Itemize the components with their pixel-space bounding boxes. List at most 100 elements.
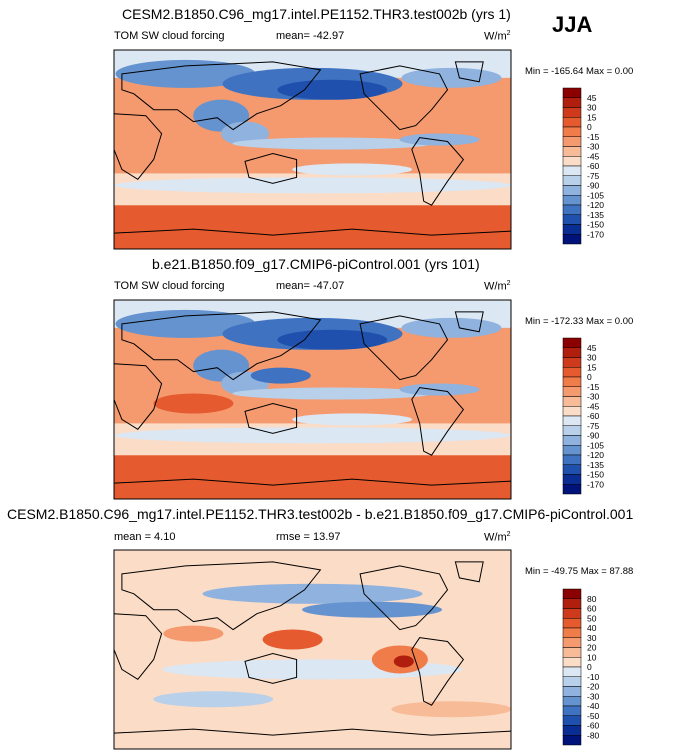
colorbar-tick-label: -45 <box>587 401 600 411</box>
colorbar-box <box>562 87 582 98</box>
coastline <box>244 402 298 434</box>
colorbar-tick-label: -120 <box>587 450 604 460</box>
coastline <box>121 561 322 631</box>
field-blob <box>401 67 502 88</box>
field-blob <box>277 329 388 350</box>
panel-3-units-text: W/m <box>484 531 507 544</box>
colorbar-tick-label: -50 <box>587 711 600 721</box>
colorbar-box <box>562 454 582 465</box>
colorbar-tick-label: -105 <box>587 440 604 450</box>
field-blob <box>393 655 414 668</box>
coastline <box>411 637 465 706</box>
colorbar-tick-label: -60 <box>587 411 600 421</box>
coastline <box>114 728 511 749</box>
field-blob <box>399 383 480 396</box>
panel-3-title: CESM2.B1850.C96_mg17.intel.PE1152.THR3.t… <box>7 506 634 522</box>
panel-2-title: b.e21.B1850.f09_g17.CMIP6-piControl.001 … <box>152 256 480 272</box>
panel-3-units: W/m2 <box>484 531 511 544</box>
colorbar-tick-label: 20 <box>587 643 597 653</box>
colorbar-box <box>562 234 582 245</box>
colorbar-tick-label: 30 <box>587 103 597 113</box>
panel-1-mean: mean= -42.97 <box>276 30 345 42</box>
colorbar-box <box>562 224 582 235</box>
coastline <box>454 61 484 83</box>
coastline <box>114 613 163 680</box>
colorbar-tick-label: 0 <box>587 372 592 382</box>
panel-3-mean: mean = 4.10 <box>114 531 176 543</box>
colorbar-tick-label: -15 <box>587 382 600 392</box>
colorbar-tick-label: 45 <box>587 343 597 353</box>
colorbar-box <box>562 735 582 746</box>
colorbar-box <box>562 715 582 726</box>
colorbar-box <box>562 117 582 128</box>
panel-3-map <box>113 549 512 750</box>
colorbar-box <box>562 406 582 417</box>
colorbar-box <box>562 126 582 137</box>
panel-1-colorbar: 4530150-15-30-45-60-75-90-105-120-135-15… <box>562 87 604 245</box>
colorbar-box <box>562 376 582 387</box>
field-blob <box>302 601 443 618</box>
colorbar-box <box>562 445 582 456</box>
panel-1-variable: TOM SW cloud forcing <box>114 30 225 42</box>
colorbar-box <box>562 696 582 707</box>
colorbar-tick-label: -170 <box>587 479 604 489</box>
colorbar-box <box>562 386 582 397</box>
colorbar-tick-label: -75 <box>587 421 600 431</box>
colorbar-tick-label: -135 <box>587 210 604 220</box>
field-blob <box>292 413 413 426</box>
colorbar-box <box>562 156 582 167</box>
colorbar-box <box>562 647 582 658</box>
coastline <box>244 152 298 184</box>
colorbar-tick-label: 80 <box>587 594 597 604</box>
colorbar-tick-label: -120 <box>587 200 604 210</box>
colorbar-box <box>562 175 582 186</box>
colorbar-tick-label: -90 <box>587 181 600 191</box>
coastline <box>359 565 449 631</box>
field-blob <box>115 59 256 88</box>
panel-2-map <box>113 299 512 500</box>
panel-2-units-text: W/m <box>484 280 507 293</box>
colorbar-box <box>562 347 582 358</box>
field-blob <box>153 393 234 414</box>
colorbar-tick-label: -150 <box>587 220 604 230</box>
field-blob <box>202 583 423 604</box>
panel-1-map <box>113 49 512 250</box>
colorbar-tick-label: -60 <box>587 721 600 731</box>
colorbar-tick-label: 0 <box>587 122 592 132</box>
colorbar-tick-label: 15 <box>587 112 597 122</box>
panel-2-variable: TOM SW cloud forcing <box>114 280 225 292</box>
season-label: JJA <box>552 12 593 37</box>
panel-3-rmse: rmse = 13.97 <box>276 531 341 543</box>
panel-3-minmax: Min = -49.75 Max = 87.88 <box>525 566 634 577</box>
map-frame <box>113 549 512 750</box>
panel-2-units: W/m2 <box>484 280 511 293</box>
colorbar-tick-label: -30 <box>587 142 600 152</box>
colorbar-tick-label: -30 <box>587 691 600 701</box>
colorbar-box <box>562 474 582 485</box>
colorbar-box <box>562 204 582 215</box>
field-blob <box>250 367 311 384</box>
coastline <box>411 137 465 206</box>
colorbar-tick-label: -105 <box>587 190 604 200</box>
colorbar-box <box>562 214 582 225</box>
colorbar-box <box>562 357 582 368</box>
field-blob <box>292 163 413 176</box>
colorbar-tick-label: 60 <box>587 604 597 614</box>
colorbar-tick-label: -135 <box>587 460 604 470</box>
colorbar-box <box>562 705 582 716</box>
colorbar-tick-label: 40 <box>587 623 597 633</box>
coastline <box>359 65 449 131</box>
colorbar-box <box>562 676 582 687</box>
colorbar-tick-label: 0 <box>587 662 592 672</box>
colorbar-tick-label: 45 <box>587 93 597 103</box>
field-blob <box>399 133 480 146</box>
colorbar-box <box>562 425 582 436</box>
field-blob <box>221 121 270 146</box>
field-blob <box>277 79 388 100</box>
colorbar-tick-label: -80 <box>587 730 600 740</box>
coastline <box>121 311 322 381</box>
colorbar-box <box>562 618 582 629</box>
colorbar-tick-label: 30 <box>587 633 597 643</box>
panel-1-units-text: W/m <box>484 30 507 43</box>
